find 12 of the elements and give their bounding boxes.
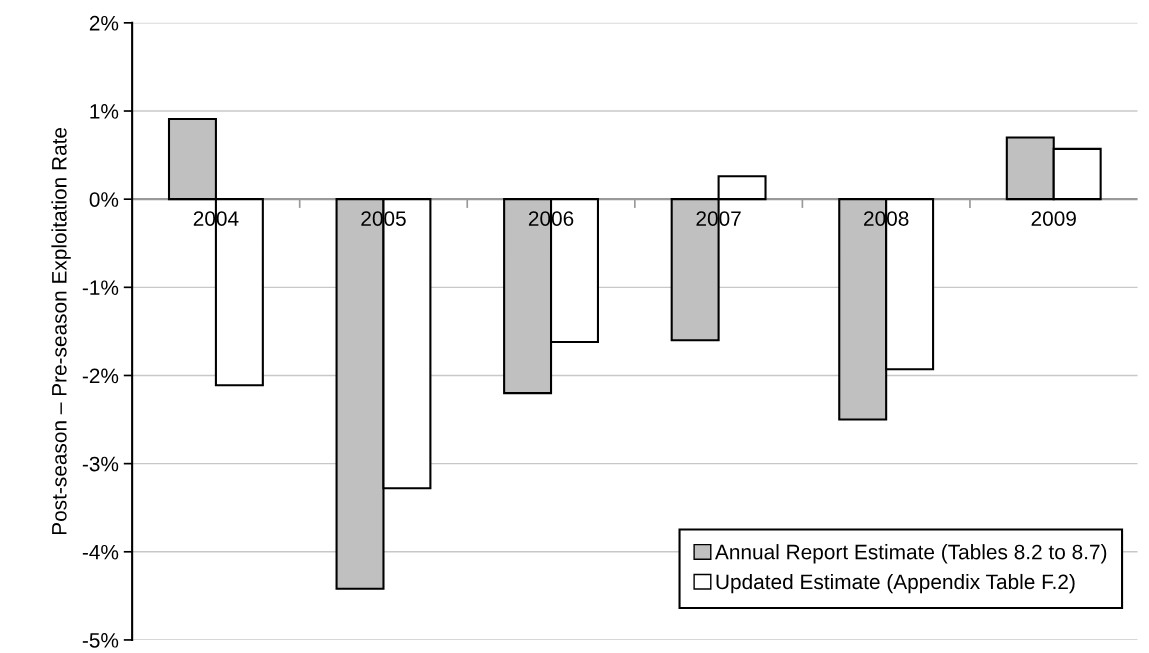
y-tick-label: -3% xyxy=(82,456,119,472)
y-tick-label: -2% xyxy=(82,368,119,384)
y-tick-label: -5% xyxy=(82,633,119,648)
y-tick-label: 0% xyxy=(89,192,119,207)
y-tick-label: 2% xyxy=(89,15,119,31)
y-axis-title: Post-season – Pre-season Exploitation Rate xyxy=(51,127,71,535)
y-tick-label: -1% xyxy=(82,280,119,295)
legend-label: Annual Report Estimate (Tables 8.2 to 8.7) xyxy=(714,544,1107,564)
legend-label: Updated Estimate (Appendix Table F.2) xyxy=(716,573,1075,594)
y-tick-label: 1% xyxy=(90,104,119,119)
y-tick-label: -4% xyxy=(82,544,119,560)
x-tick-label: 2009 xyxy=(1031,211,1076,226)
